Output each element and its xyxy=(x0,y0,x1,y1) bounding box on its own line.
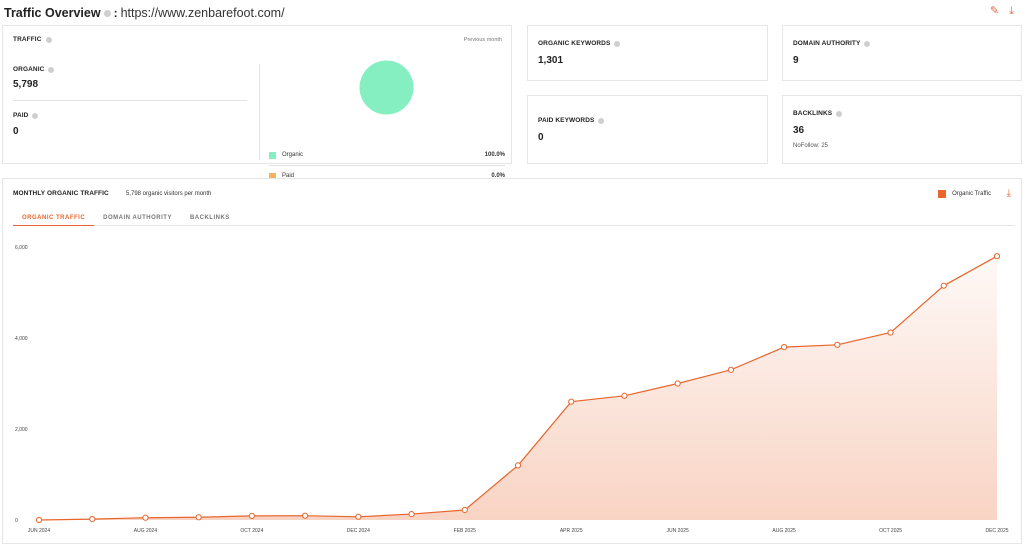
legend-divider xyxy=(269,165,505,166)
x-tick-label: AUG 2025 xyxy=(772,528,796,534)
legend-swatch-organic xyxy=(269,151,276,159)
monthly-title: MONTHLY ORGANIC TRAFFIC xyxy=(13,190,109,197)
organic-value: 5,798 xyxy=(13,79,39,90)
data-point[interactable] xyxy=(408,510,415,518)
y-tick-label: 6,000 xyxy=(15,245,28,251)
nofollow-count: NoFollow: 25 xyxy=(793,143,829,149)
domain-authority-card: DOMAIN AUTHORITY 9 xyxy=(782,25,1022,81)
download-icon[interactable]: ⤓ xyxy=(1006,188,1011,199)
legend-label-organic-traffic: Organic Traffic xyxy=(952,191,991,197)
data-point[interactable] xyxy=(940,282,947,289)
data-point[interactable] xyxy=(727,366,734,373)
data-point[interactable] xyxy=(514,462,522,469)
data-point[interactable] xyxy=(887,329,894,336)
edit-icon[interactable]: ✎ xyxy=(989,5,1000,17)
paid-label: PAID xyxy=(13,112,39,119)
info-icon[interactable] xyxy=(836,110,843,117)
legend-swatch-organic-traffic xyxy=(938,190,947,198)
domain-url: https://www.zenbarefoot.com/ xyxy=(120,6,285,20)
tab-backlinks[interactable]: BACKLINKS xyxy=(189,215,230,221)
page-header: Traffic Overview : https://www.zenbarefo… xyxy=(4,4,285,22)
organic-keywords-label: ORGANIC KEYWORDS xyxy=(538,40,621,47)
legend-swatch-paid xyxy=(269,172,276,180)
data-point[interactable] xyxy=(568,398,575,405)
data-point[interactable] xyxy=(195,514,202,521)
traffic-pie-chart xyxy=(359,60,414,115)
paid-value: 0 xyxy=(13,126,19,137)
data-point[interactable] xyxy=(834,341,841,348)
legend-pct-organic: 100.0% xyxy=(484,152,505,158)
domain-authority-label: DOMAIN AUTHORITY xyxy=(793,40,871,47)
legend-paid: Paid 0.0% xyxy=(269,170,505,182)
legend-label-paid: Paid xyxy=(282,173,295,179)
y-tick-label: 2,000 xyxy=(15,427,28,433)
data-point[interactable] xyxy=(621,392,628,399)
info-icon[interactable] xyxy=(32,112,39,119)
legend-label-organic: Organic xyxy=(282,152,304,158)
data-point[interactable] xyxy=(302,512,309,519)
data-point[interactable] xyxy=(993,253,1001,260)
chart-tabs: ORGANIC TRAFFIC DOMAIN AUTHORITY BACKLIN… xyxy=(13,214,1015,226)
previous-month-link[interactable]: Previous month xyxy=(463,37,502,43)
info-icon[interactable] xyxy=(48,66,55,73)
organic-keywords-card: ORGANIC KEYWORDS 1,301 xyxy=(527,25,768,81)
data-point[interactable] xyxy=(355,513,362,520)
info-icon[interactable] xyxy=(103,9,111,17)
data-point[interactable] xyxy=(674,380,681,387)
page-title: Traffic Overview xyxy=(4,6,101,20)
data-point[interactable] xyxy=(89,515,96,523)
legend-organic: Organic 100.0% xyxy=(269,149,505,161)
backlinks-value: 36 xyxy=(793,125,805,136)
domain-authority-value: 9 xyxy=(793,55,799,66)
backlinks-card: BACKLINKS 36 NoFollow: 25 xyxy=(782,95,1022,164)
tab-domain-authority[interactable]: DOMAIN AUTHORITY xyxy=(103,215,172,221)
data-point[interactable] xyxy=(781,344,788,351)
paid-keywords-value: 0 xyxy=(538,132,544,143)
organic-label: ORGANIC xyxy=(13,66,55,73)
chart-legend[interactable]: Organic Traffic xyxy=(938,190,991,198)
paid-keywords-card: PAID KEYWORDS 0 xyxy=(527,95,768,164)
info-icon[interactable] xyxy=(45,36,52,43)
divider xyxy=(13,100,247,101)
header-actions: ✎ ⤓ xyxy=(990,6,1014,17)
x-tick-label: DEC 2024 xyxy=(347,528,370,534)
x-tick-label: DEC 2025 xyxy=(985,528,1008,534)
vertical-divider xyxy=(259,64,260,160)
pie-slice-organic[interactable] xyxy=(359,60,414,115)
title-separator: : xyxy=(113,6,118,20)
info-icon[interactable] xyxy=(614,40,621,47)
x-tick-label: JUN 2024 xyxy=(28,528,50,534)
data-point[interactable] xyxy=(248,512,255,520)
backlinks-label: BACKLINKS xyxy=(793,110,843,117)
x-tick-label: OCT 2025 xyxy=(879,528,902,534)
traffic-card: TRAFFIC Previous month ORGANIC 5,798 PAI… xyxy=(2,25,512,180)
x-tick-label: JUN 2025 xyxy=(667,528,689,534)
info-icon[interactable] xyxy=(864,40,871,47)
area-fill-organic-traffic xyxy=(39,256,997,520)
traffic-label: TRAFFIC xyxy=(13,36,52,43)
y-tick-label: 0 xyxy=(15,518,18,524)
monthly-subtitle: 5,798 organic visitors per month xyxy=(126,191,212,197)
info-icon[interactable] xyxy=(598,117,605,124)
y-tick-label: 4,000 xyxy=(15,336,28,342)
organic-keywords-value: 1,301 xyxy=(538,55,564,66)
x-tick-label: AUG 2024 xyxy=(134,528,158,534)
x-tick-label: APR 2025 xyxy=(560,528,583,534)
data-point[interactable] xyxy=(142,514,149,521)
monthly-organic-traffic-card: 0 2,000 4,000 6,000 JUN 2024 AUG 2024 OCT 2024… xyxy=(2,178,1022,544)
x-tick-label: FEB 2025 xyxy=(454,528,476,534)
paid-keywords-label: PAID KEYWORDS xyxy=(538,117,605,124)
data-point[interactable] xyxy=(461,506,468,514)
download-icon[interactable]: ⤓ xyxy=(1009,5,1014,17)
data-point[interactable] xyxy=(35,516,43,524)
x-tick-label: OCT 2024 xyxy=(240,528,263,534)
organic-traffic-chart: 0 2,000 4,000 6,000 JUN 2024 AUG 2024 OCT 2024… xyxy=(15,245,1009,534)
tab-organic-traffic[interactable]: ORGANIC TRAFFIC xyxy=(13,214,95,226)
legend-pct-paid: 0.0% xyxy=(491,173,505,179)
